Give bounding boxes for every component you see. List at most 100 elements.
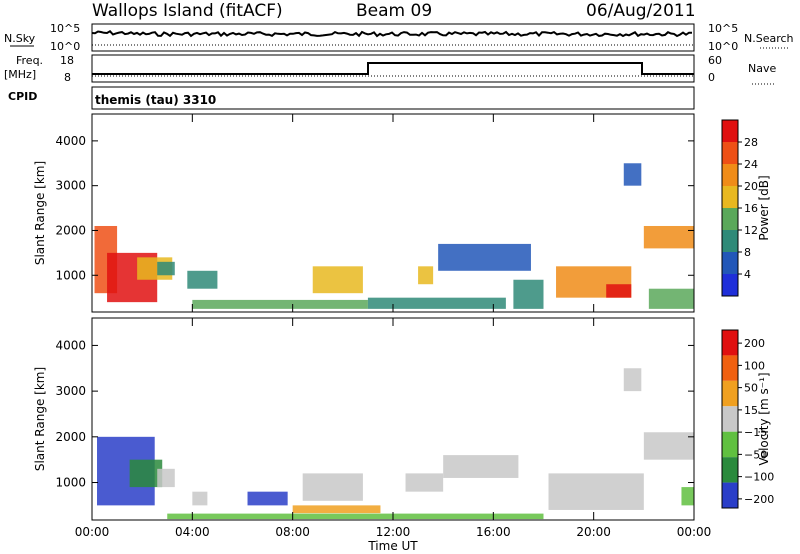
freq-line [92, 62, 694, 75]
colorbar-tick-label: 24 [744, 158, 758, 171]
x-tick-label: 04:00 [175, 525, 210, 539]
date-title: 06/Aug/2011 [586, 1, 696, 21]
colorbar-tick-label: −100 [744, 471, 774, 484]
colorbar-tick-label: 8 [744, 246, 751, 259]
data-region [681, 487, 694, 506]
colorbar-segment [722, 457, 738, 483]
colorbar-segment [722, 431, 738, 458]
data-region [312, 266, 363, 294]
data-region [418, 266, 434, 285]
data-region [157, 261, 175, 276]
colorbar-title: Power [dB] [757, 175, 771, 240]
colorbar-segment [722, 208, 738, 230]
y-tick-label: 2000 [55, 223, 86, 237]
nsearch-label: N.Search [744, 32, 794, 45]
power-panel: 1000 2000 3000 4000 Slant Range [km] 4 8 12 16 20… [33, 113, 771, 313]
data-region [302, 473, 363, 501]
data-region [623, 163, 642, 186]
strip2-right-top: 60 [708, 54, 722, 67]
colorbar-segment [722, 142, 738, 164]
strip2-left-bottom: 8 [64, 71, 71, 84]
data-region [443, 455, 519, 478]
colorbar-frame [721, 329, 739, 509]
colorbar-tick-label: 50 [744, 382, 758, 395]
nsky-line [91, 30, 693, 38]
y-tick-label: 1000 [55, 476, 86, 490]
colorbar-segment [722, 120, 738, 142]
mhz-label: [MHz] [4, 68, 36, 81]
colorbar-segment [722, 355, 738, 381]
data-region [247, 491, 288, 506]
freq-label: Freq. [16, 54, 43, 67]
data-region [643, 225, 694, 249]
y-tick-label: 4000 [55, 134, 86, 148]
colorbar-title: Velocity [m s⁻¹] [757, 372, 771, 465]
data-region [167, 513, 544, 520]
cpid-label: CPID [8, 90, 37, 103]
strip1-right-top: 10^5 [708, 22, 738, 35]
x-tick-label: 00:00 [677, 525, 712, 539]
colorbar-segment [722, 230, 738, 252]
data-region [129, 459, 163, 488]
nsky-label: N.Sky [4, 32, 36, 45]
strip1-right-bottom: 10^0 [708, 40, 738, 53]
y-axis-title: Slant Range [km] [33, 161, 47, 265]
data-region [623, 368, 642, 392]
x-tick-label: 16:00 [476, 525, 511, 539]
y-axis-title: Slant Range [km] [33, 367, 47, 471]
station-title: Wallops Island (fitACF) [92, 1, 283, 21]
velocity-panel: 1000 2000 3000 4000 00:00 04:00 08:00 12:00 16:0… [33, 317, 774, 539]
strip2-left-top: 18 [60, 54, 74, 67]
colorbar-tick-label: 100 [744, 359, 765, 372]
data-region [513, 279, 544, 309]
data-region [643, 432, 694, 460]
colorbar-segment [722, 330, 738, 356]
x-tick-label: 20:00 [576, 525, 611, 539]
colorbar-segment [722, 406, 738, 432]
beam-title: Beam 09 [356, 1, 432, 21]
data-region [192, 299, 368, 309]
colorbar-tick-label: 200 [744, 337, 765, 350]
colorbar-segment [722, 252, 738, 274]
colorbar-tick-label: 28 [744, 136, 758, 149]
data-region [157, 468, 175, 488]
strip1-left-top: 10^5 [50, 22, 80, 35]
colorbar-tick-label: 16 [744, 202, 758, 215]
noise-strip [91, 23, 695, 52]
colorbar-segment [722, 380, 738, 407]
y-tick-label: 3000 [55, 384, 86, 398]
colorbar-tick-label: −200 [744, 493, 774, 506]
colorbar-tick-label: 15 [744, 404, 758, 417]
data-region [648, 288, 694, 309]
colorbar-tick-label: −50 [744, 448, 767, 461]
data-region [192, 491, 208, 506]
strip2-right-bottom: 0 [708, 71, 715, 84]
y-tick-label: 3000 [55, 179, 86, 193]
x-axis-title: Time UT [367, 539, 418, 553]
data-region [548, 473, 644, 510]
y-tick-label: 2000 [55, 430, 86, 444]
colorbar-tick-label: −15 [744, 426, 767, 439]
data-region [367, 297, 506, 309]
colorbar-tick-label: 4 [744, 268, 751, 281]
data-region [438, 243, 531, 271]
data-region [405, 473, 444, 492]
x-tick-label: 00:00 [75, 525, 110, 539]
colorbar-tick-label: 12 [744, 224, 758, 237]
data-region [292, 505, 381, 514]
x-tick-label: 08:00 [275, 525, 310, 539]
cpid-strip [91, 86, 695, 110]
colorbar-segment [722, 164, 738, 186]
colorbar-segment [722, 186, 738, 208]
x-tick-label: 12:00 [376, 525, 411, 539]
strip1-left-bottom: 10^0 [50, 40, 80, 53]
colorbar-segment [722, 482, 738, 508]
y-tick-label: 4000 [55, 338, 86, 352]
data-region [187, 270, 218, 289]
data-region [606, 284, 632, 298]
freq-strip [91, 54, 695, 83]
cpid-text: themis (tau) 3310 [95, 93, 216, 107]
colorbar-tick-label: 20 [744, 180, 758, 193]
y-tick-label: 1000 [55, 268, 86, 282]
